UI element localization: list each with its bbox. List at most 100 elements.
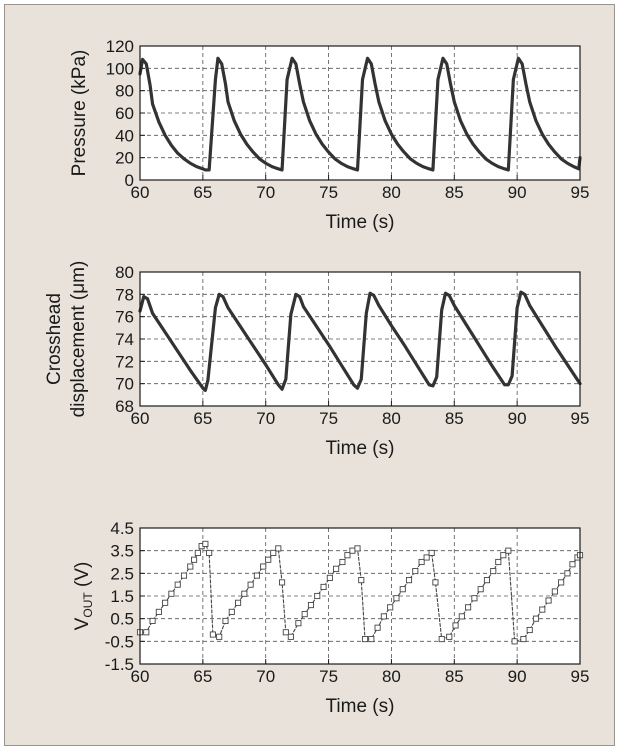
x-tick-label: 80 [382,409,401,428]
y-tick-label: 120 [106,37,134,56]
x-tick-label: 90 [508,183,527,202]
data-point [387,604,394,611]
y-tick-label: 78 [115,285,134,304]
x-tick-label: 75 [319,183,338,202]
data-point [432,579,439,586]
y-tick-label: 3.5 [110,542,134,561]
data-point [216,633,223,640]
x-tick-label: 70 [256,409,275,428]
data-point [368,636,375,643]
data-point [279,579,286,586]
y-tick-label: 60 [115,104,134,123]
x-tick-label: 70 [256,667,275,686]
data-point [265,556,272,563]
y-axis-label-unit: (V) [72,562,93,593]
x-tick-label: 65 [193,667,212,686]
series-line-0 [138,290,582,392]
data-point [558,579,565,586]
data-point [191,556,198,563]
y-tick-label: 4.5 [110,519,134,538]
y-axis-label-sub: OUT [81,592,95,618]
data-point [428,549,435,556]
data-point [149,617,156,624]
data-point [458,613,465,620]
chart-panel-2: 60 65 70 75 80 85 90 95 -1.5 -0.5 0.5 1.5 2.5 3.5 4.5 T… [72,519,589,717]
data-point [438,636,445,643]
data-point [168,590,175,597]
data-point [174,581,181,588]
y-tick-label: 1.5 [110,587,134,606]
data-point [539,606,546,613]
x-tick-label: 65 [193,409,212,428]
y-tick-label: 80 [115,82,134,101]
data-point [287,633,294,640]
chart-panel-1: 60 65 70 75 80 85 90 95 68 70 72 74 76 78 80 Time (s) Cr… [44,261,589,459]
data-point [339,558,346,566]
y-tick-label: -0.5 [105,632,134,651]
data-point [477,586,484,593]
data-point [349,547,356,554]
data-point [295,620,302,627]
y-tick-label: 72 [115,352,134,371]
data-point [344,552,351,559]
y-tick-label: 2.5 [110,564,134,583]
data-point [307,602,315,609]
data-point [333,565,340,572]
x-tick-label: 85 [445,183,464,202]
x-tick-label: 75 [319,667,338,686]
chart-panel-0: 60 65 70 75 80 85 90 95 0 20 40 60 80 100 120 Time (s) P… [69,37,589,233]
data-point [405,577,413,584]
data-point [483,577,491,584]
x-tick-label: 70 [256,183,275,202]
data-point [532,615,540,622]
data-point [545,597,552,604]
x-tick-label: 90 [508,409,527,428]
data-point [194,549,201,556]
x-tick-label: 85 [445,667,464,686]
y-axis-label-line: Crosshead [44,293,65,385]
data-point [399,586,406,593]
data-point [228,608,235,615]
data-point [326,574,333,581]
data-point [253,572,260,579]
x-axis-label: Time (s) [326,438,395,459]
data-point [241,590,248,597]
data-point [282,629,289,636]
data-point [452,622,459,629]
data-point [418,558,425,566]
data-point [520,636,527,643]
series-line-0 [138,56,582,172]
x-tick-label: 95 [571,667,590,686]
data-point [202,540,209,547]
data-point [564,570,571,577]
x-tick-label: 60 [131,183,150,202]
data-point [500,552,507,559]
y-tick-label: 76 [115,308,134,327]
data-point [320,583,327,590]
x-tick-label: 80 [382,667,401,686]
data-point [235,599,242,606]
data-point [374,624,381,631]
y-axis-label-main: V [72,617,93,630]
x-tick-label: 65 [193,183,212,202]
data-point [209,631,216,638]
data-point [187,563,194,570]
x-tick-label: 80 [382,183,401,202]
data-point [471,595,478,602]
data-point [446,633,453,640]
data-point [162,599,169,606]
y-tick-label: 80 [115,263,134,282]
y-tick-label: 0 [125,171,134,190]
data-point [270,549,277,556]
data-point [569,561,576,568]
data-point [301,611,308,618]
y-tick-label: 20 [115,149,134,168]
x-tick-label: 90 [508,667,527,686]
y-tick-label: 68 [115,397,134,416]
data-point [222,617,229,624]
data-point [505,547,512,554]
y-axis-label-line: displacement (μm) [68,261,89,418]
data-point [423,554,430,561]
x-tick-label: 75 [319,409,338,428]
